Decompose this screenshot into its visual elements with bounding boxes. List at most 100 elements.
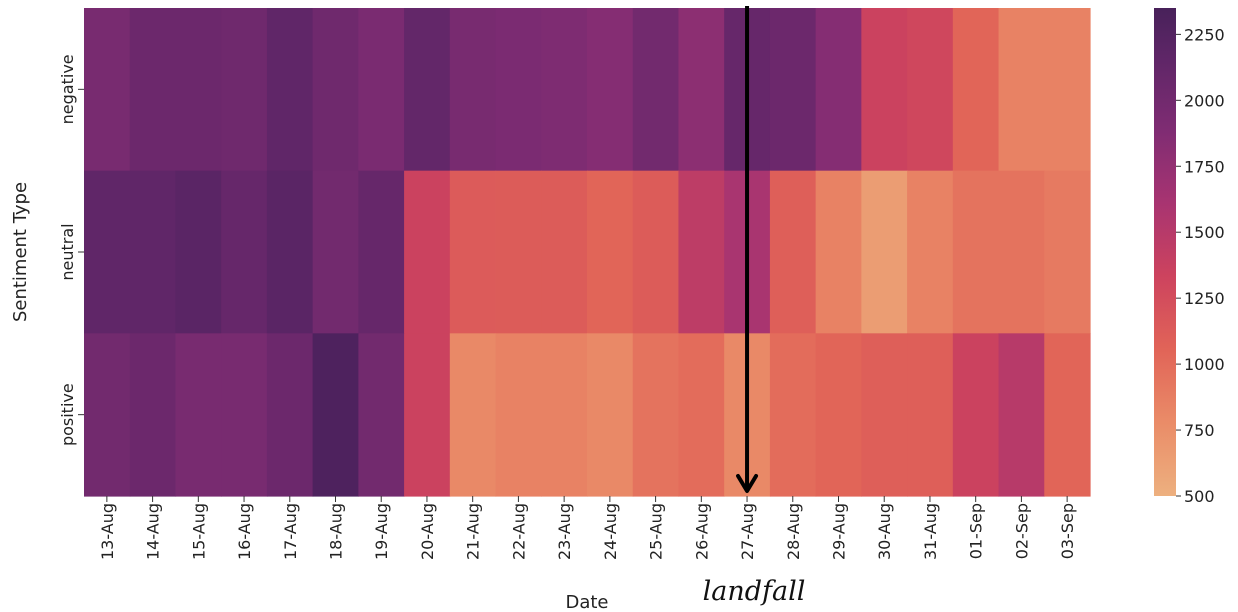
colorbar-tick-label: 2000 [1184, 91, 1225, 110]
heatmap-cell [952, 170, 1000, 334]
heatmap-cell [312, 8, 359, 172]
heatmap-cell [587, 8, 634, 172]
x-tick-label: 28-Aug [784, 503, 803, 560]
heatmap-cell [678, 333, 725, 497]
colorbar-tick-label: 1000 [1184, 355, 1225, 374]
heatmap-cell [312, 170, 359, 334]
heatmap-cell [815, 170, 862, 334]
colorbar-tick-label: 1250 [1184, 289, 1225, 308]
colorbar-tick-label: 1750 [1184, 157, 1225, 176]
heatmap-cell [129, 8, 177, 172]
y-tick-label: negative [58, 54, 77, 124]
colorbar: 500 750 1000 1250 1500 1750 2000 2250 [1154, 8, 1225, 506]
x-tick-label: 31-Aug [921, 503, 940, 560]
heatmap-cell [358, 8, 405, 172]
heatmap-cell [769, 170, 817, 334]
x-tick-label: 03-Sep [1058, 503, 1077, 559]
heatmap-cell [129, 333, 177, 497]
x-tick-label: 25-Aug [647, 503, 666, 560]
heatmap-cells [84, 8, 1091, 497]
heatmap-cell [1044, 170, 1091, 334]
heatmap-cell [815, 8, 862, 172]
heatmap-cell [266, 8, 314, 172]
heatmap-cell [541, 8, 588, 172]
colorbar-gradient [1154, 8, 1176, 496]
x-tick-label: 17-Aug [281, 503, 300, 560]
colorbar-ticks: 500 750 1000 1250 1500 1750 2000 2250 [1176, 25, 1225, 506]
x-tick-label: 22-Aug [509, 503, 528, 560]
heatmap-cell [998, 333, 1045, 497]
heatmap-cell [541, 170, 588, 334]
heatmap-cell [495, 170, 542, 334]
heatmap-cell [587, 333, 634, 497]
heatmap-cell [221, 170, 268, 334]
heatmap-cell [404, 170, 451, 334]
x-axis: 13-Aug 14-Aug 15-Aug 16-Aug 17-Aug 18-Aug 19-A… [98, 496, 1077, 560]
x-tick-label: 21-Aug [464, 503, 483, 560]
colorbar-tick-label: 2250 [1184, 25, 1225, 44]
heatmap-cell [632, 333, 680, 497]
y-axis-title: Sentiment Type [10, 182, 31, 322]
x-tick-label: 01-Sep [967, 503, 986, 559]
x-tick-label: 16-Aug [235, 503, 254, 560]
x-tick-label: 30-Aug [875, 503, 894, 560]
heatmap-cell [861, 8, 908, 172]
heatmap-cell [587, 170, 634, 334]
heatmap-cell [907, 333, 954, 497]
x-tick-label: 27-Aug [738, 503, 757, 560]
heatmap-cell [266, 170, 314, 334]
heatmap-cell [998, 8, 1045, 172]
x-tick-label: 19-Aug [372, 503, 391, 560]
heatmap-cell [312, 333, 359, 497]
heatmap-cell [175, 333, 222, 497]
heatmap-cell [404, 333, 451, 497]
x-tick-label: 24-Aug [601, 503, 620, 560]
heatmap-cell [221, 8, 268, 172]
heatmap-cell [769, 8, 817, 172]
landfall-annotation: landfall [703, 6, 806, 607]
heatmap-cell [84, 8, 131, 172]
heatmap-cell [998, 170, 1045, 334]
x-tick-label: 18-Aug [327, 503, 346, 560]
heatmap-cell [952, 8, 1000, 172]
heatmap-cell [632, 8, 680, 172]
heatmap-cell [769, 333, 817, 497]
colorbar-tick-label: 1500 [1184, 223, 1225, 242]
heatmap-cell [541, 333, 588, 497]
heatmap-cell [358, 170, 405, 334]
heatmap-cell [495, 8, 542, 172]
heatmap-cell [358, 333, 405, 497]
heatmap-cell [678, 8, 725, 172]
x-tick-label: 26-Aug [692, 503, 711, 560]
heatmap-cell [1044, 333, 1091, 497]
x-axis-title: Date [565, 592, 608, 612]
heatmap-cell [815, 333, 862, 497]
heatmap-cell [129, 170, 177, 334]
heatmap-cell [404, 8, 451, 172]
heatmap-cell [907, 8, 954, 172]
heatmap-cell [266, 333, 314, 497]
heatmap-cell [175, 170, 222, 334]
heatmap-cell [861, 170, 908, 334]
heatmap-cell [449, 170, 497, 334]
x-tick-label: 02-Sep [1012, 503, 1031, 559]
landfall-arrow-head [736, 474, 759, 493]
landfall-label: landfall [703, 576, 806, 607]
heatmap-cell [678, 170, 725, 334]
heatmap-cell [449, 8, 497, 172]
x-tick-label: 29-Aug [830, 503, 849, 560]
heatmap-cell [907, 170, 954, 334]
heatmap-cell [84, 170, 131, 334]
heatmap-cell [449, 333, 497, 497]
x-tick-label: 23-Aug [555, 503, 574, 560]
y-tick-label: neutral [58, 223, 77, 280]
heatmap-cell [952, 333, 1000, 497]
x-tick-label: 13-Aug [98, 503, 117, 560]
heatmap-cell [175, 8, 222, 172]
heatmap-cell [861, 333, 908, 497]
colorbar-tick-label: 750 [1184, 421, 1215, 440]
colorbar-tick-label: 500 [1184, 487, 1215, 506]
heatmap-cell [632, 170, 680, 334]
x-tick-label: 15-Aug [189, 503, 208, 560]
